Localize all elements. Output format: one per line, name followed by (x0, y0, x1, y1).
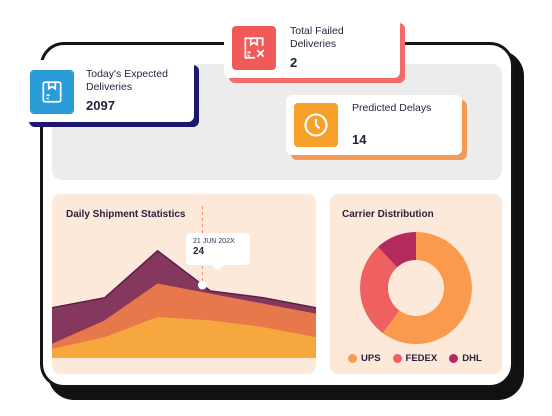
daily-shipment-title: Daily Shipment Statistics (66, 209, 186, 220)
tooltip-date: 21 JUN 202X (193, 238, 235, 245)
donut-slice-dhl[interactable] (360, 232, 472, 344)
area-series-3 (52, 317, 316, 358)
package-x-icon (232, 26, 276, 70)
highlight-point[interactable] (197, 280, 207, 290)
failed-deliveries-card[interactable]: Total Failed Deliveries 2 (224, 18, 400, 78)
area-line-1 (52, 249, 316, 309)
legend-item-dhl: DHL (449, 353, 482, 364)
donut-chart (360, 232, 472, 344)
area-line-3 (52, 317, 316, 351)
legend-dot-fedex (392, 354, 402, 363)
area-chart (52, 206, 316, 358)
expected-deliveries-value: 2097 (86, 98, 115, 113)
legend-dot-ups (348, 354, 357, 363)
chart-tooltip: 21 JUN 202X 24 (186, 233, 250, 271)
area-line-2 (52, 283, 316, 346)
legend-item-fedex: FEDEX (392, 353, 438, 364)
donut-slice-fedex[interactable] (360, 232, 472, 344)
carrier-legend: UPS FEDEX DHL (348, 353, 482, 364)
legend-label-ups: UPS (361, 353, 381, 364)
predicted-delays-card[interactable]: Predicted Delays 14 (286, 95, 462, 155)
legend-label-dhl: DHL (462, 353, 482, 364)
failed-deliveries-label: Total Failed Deliveries (290, 25, 344, 50)
legend-dot-dhl (449, 354, 459, 363)
tooltip-value: 24 (193, 246, 205, 257)
expected-deliveries-card[interactable]: Today's Expected Deliveries 2097 (24, 60, 194, 122)
expected-deliveries-label: Today's Expected Deliveries (86, 68, 168, 93)
package-icon (30, 70, 74, 114)
clock-icon (294, 103, 338, 147)
failed-deliveries-value: 2 (290, 55, 298, 70)
predicted-delays-value: 14 (352, 132, 367, 147)
carrier-distribution-title: Carrier Distribution (342, 209, 434, 220)
legend-label-fedex: FEDEX (405, 353, 438, 364)
legend-item-ups: UPS (348, 353, 381, 364)
predicted-delays-label: Predicted Delays (352, 102, 432, 114)
